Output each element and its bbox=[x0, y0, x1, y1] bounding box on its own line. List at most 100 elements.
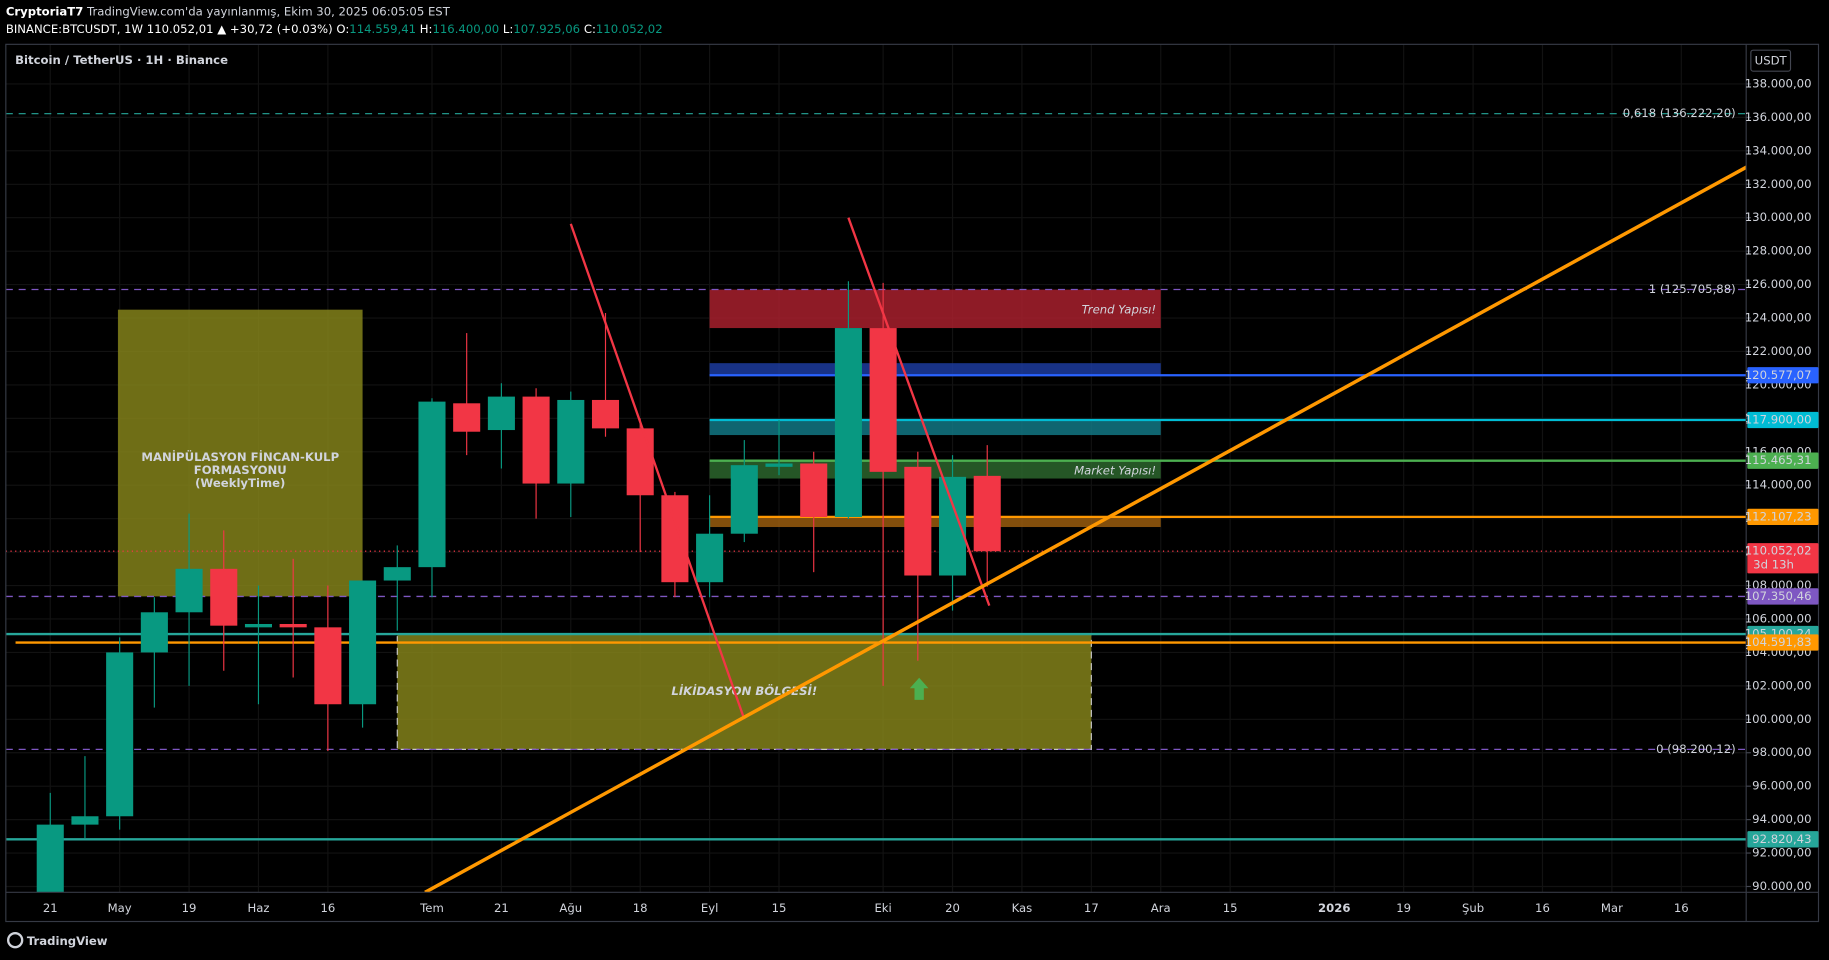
y-tick-label: 128.000,00 bbox=[1745, 244, 1812, 258]
candle-body bbox=[834, 328, 862, 517]
candle-body bbox=[522, 396, 550, 484]
zone-label: Market Yapısı! bbox=[1074, 463, 1156, 477]
chart-title: Bitcoin / TetherUS · 1H · Binance bbox=[15, 53, 228, 67]
x-tick-label: 19 bbox=[182, 901, 197, 915]
candle-body bbox=[36, 824, 64, 893]
trend-line bbox=[569, 223, 746, 720]
header-line: CryptoriaT7 TradingView.com'da yayınlanm… bbox=[6, 4, 451, 18]
candle-body bbox=[800, 463, 828, 517]
candle-body bbox=[314, 627, 342, 705]
candle-body bbox=[418, 401, 446, 568]
y-tick-label: 92.000,00 bbox=[1752, 846, 1811, 860]
ohlc-key: C: bbox=[584, 22, 596, 36]
brand: TradingView bbox=[27, 934, 108, 948]
y-tick-label: 130.000,00 bbox=[1745, 210, 1812, 224]
y-tick-label: 90.000,00 bbox=[1752, 879, 1811, 893]
price-badge-label: 115.465,31 bbox=[1745, 453, 1812, 467]
y-tick-label: 122.000,00 bbox=[1745, 344, 1812, 358]
y-tick-label: 106.000,00 bbox=[1745, 611, 1812, 625]
x-tick-label: 16 bbox=[320, 901, 335, 915]
y-tick-label: 102.000,00 bbox=[1745, 678, 1812, 692]
plot-area: MANİPÜLASYON FİNCAN-KULPFORMASYONU(Weekl… bbox=[5, 44, 1747, 893]
ohlc-key: L: bbox=[503, 22, 513, 36]
price-badge-label: 104.591,83 bbox=[1745, 635, 1812, 649]
y-tick-label: 114.000,00 bbox=[1745, 478, 1812, 492]
price-badge bbox=[1747, 634, 1819, 651]
ohlc-val: 114.559,41 bbox=[349, 22, 416, 36]
trend-line bbox=[424, 165, 1747, 893]
zone bbox=[396, 633, 1092, 750]
fib-label: 0 (98.200,12) bbox=[1656, 742, 1736, 756]
candle-body bbox=[938, 476, 967, 576]
candle-body bbox=[626, 428, 654, 496]
price-badge-label: 112.107,23 bbox=[1745, 509, 1812, 523]
price-axis: 90.000,00 92.000,00 94.000,00 96.000,00 98.0… bbox=[1745, 76, 1819, 893]
candle-body bbox=[557, 399, 585, 484]
y-tick-label: 100.000,00 bbox=[1745, 712, 1812, 726]
candle-body bbox=[730, 465, 758, 534]
candle-body bbox=[661, 495, 689, 583]
arrow-up bbox=[909, 677, 929, 700]
frame bbox=[5, 43, 1820, 923]
x-tick-label: Ağu bbox=[559, 901, 582, 915]
candle-body bbox=[591, 399, 620, 429]
price-badge bbox=[1747, 508, 1819, 526]
price-badge-label: 107.350,46 bbox=[1745, 589, 1812, 603]
ohlc-key: O: bbox=[336, 22, 349, 36]
candle-body bbox=[869, 328, 897, 472]
candle-body bbox=[453, 403, 481, 432]
candle-body bbox=[279, 623, 307, 628]
zone bbox=[709, 420, 1161, 436]
candle-body bbox=[106, 652, 134, 817]
zone-label: Trend Yapısı! bbox=[1082, 302, 1157, 316]
zone bbox=[709, 289, 1161, 329]
y-tick-label: 132.000,00 bbox=[1745, 177, 1812, 191]
x-tick-label: Haz bbox=[247, 901, 269, 915]
x-tick-label: 16 bbox=[1674, 901, 1689, 915]
candle-body bbox=[696, 533, 724, 583]
last-price: 110.052,01 bbox=[147, 22, 214, 36]
candle-body bbox=[71, 816, 99, 825]
price-badge-label: 110.052,02 bbox=[1745, 544, 1812, 558]
y-tick-label: 136.000,00 bbox=[1745, 110, 1812, 124]
currency: USDT bbox=[1755, 54, 1788, 68]
y-tick-label: 134.000,00 bbox=[1745, 143, 1812, 157]
y-tick-label: 124.000,00 bbox=[1745, 311, 1812, 325]
price-badge-label: 117.900,00 bbox=[1745, 413, 1812, 427]
change: ▲ +30,72 (+0.03%) bbox=[217, 22, 332, 36]
ohlc-key: H: bbox=[420, 22, 433, 36]
candle-body bbox=[349, 580, 377, 705]
published: TradingView.com'da yayınlanmış, Ekim 30,… bbox=[86, 4, 451, 18]
zone-label: FORMASYONU bbox=[194, 463, 287, 477]
ohlc-val: 110.052,02 bbox=[596, 22, 663, 36]
candle-body bbox=[765, 463, 793, 467]
x-tick-label: 15 bbox=[772, 901, 787, 915]
zone bbox=[117, 309, 363, 597]
x-tick-label: 15 bbox=[1223, 901, 1238, 915]
zone-label: (WeeklyTime) bbox=[195, 476, 285, 490]
x-tick-label: Mar bbox=[1601, 901, 1623, 915]
x-tick-label: Ara bbox=[1151, 901, 1171, 915]
y-tick-label: 98.000,00 bbox=[1752, 745, 1811, 759]
candle-body bbox=[244, 623, 273, 628]
price-badge bbox=[1747, 367, 1819, 384]
x-tick-label: May bbox=[108, 901, 132, 915]
y-tick-label: 96.000,00 bbox=[1752, 779, 1811, 793]
candle-body bbox=[904, 466, 932, 576]
zone bbox=[709, 363, 1161, 376]
zone-label: MANİPÜLASYON FİNCAN-KULP bbox=[141, 449, 339, 464]
price-badge bbox=[1747, 411, 1819, 429]
price-badge bbox=[1747, 452, 1819, 469]
symbol: BINANCE:BTCUSDT, 1W bbox=[6, 22, 144, 36]
x-tick-label: Eyl bbox=[701, 901, 719, 915]
x-tick-label: 16 bbox=[1535, 901, 1550, 915]
y-tick-label: 94.000,00 bbox=[1752, 812, 1811, 826]
y-tick-label: 138.000,00 bbox=[1745, 76, 1812, 90]
x-tick-label: 21 bbox=[43, 901, 58, 915]
candle-body bbox=[175, 568, 203, 613]
y-tick-label: 126.000,00 bbox=[1745, 277, 1812, 291]
candle-body bbox=[210, 568, 238, 626]
price-badge bbox=[1747, 543, 1819, 574]
price-badge-label: 92.820,43 bbox=[1752, 832, 1811, 846]
